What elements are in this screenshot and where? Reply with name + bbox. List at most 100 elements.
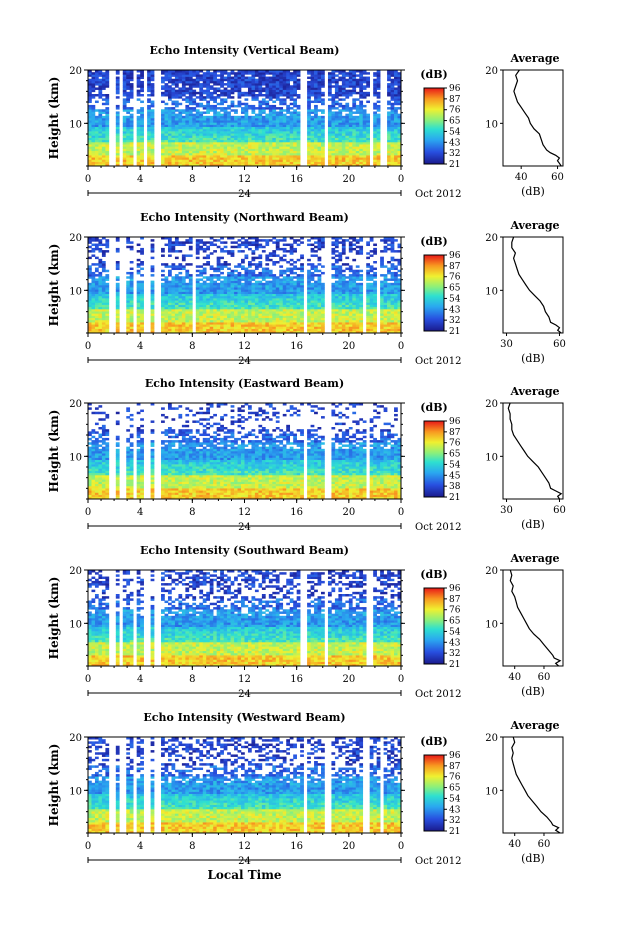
heatmap-cell bbox=[101, 157, 106, 160]
heatmap-cell bbox=[174, 148, 179, 152]
heatmap-cell bbox=[122, 70, 127, 73]
heatmap-cell bbox=[268, 94, 273, 97]
heatmap-cell bbox=[394, 137, 398, 141]
heatmap-cell bbox=[258, 83, 263, 86]
heatmap-cell bbox=[220, 74, 224, 77]
heatmap-cell bbox=[171, 330, 176, 334]
heatmap-cell bbox=[314, 319, 318, 323]
heatmap-cell bbox=[293, 80, 297, 84]
heatmap-cell bbox=[206, 328, 211, 332]
heatmap-cell bbox=[348, 161, 353, 165]
heatmap-cell bbox=[188, 311, 193, 314]
heatmap-cell bbox=[213, 291, 217, 295]
heatmap-cell bbox=[216, 293, 221, 297]
heatmap-cell bbox=[174, 115, 179, 119]
heatmap-cell bbox=[206, 315, 211, 319]
heatmap-cell bbox=[209, 124, 214, 128]
heatmap-cell bbox=[126, 319, 131, 323]
heatmap-cell bbox=[185, 139, 190, 143]
heatmap-cell bbox=[397, 146, 402, 149]
heatmap-cell bbox=[192, 120, 197, 123]
heatmap-cell bbox=[199, 317, 204, 321]
heatmap-cell bbox=[171, 328, 176, 332]
heatmap-cell bbox=[293, 126, 297, 130]
heatmap-cell bbox=[171, 139, 176, 143]
heatmap-cell bbox=[140, 131, 144, 134]
heatmap-cell bbox=[317, 282, 322, 286]
heatmap-cell bbox=[327, 98, 332, 101]
heatmap-cell bbox=[164, 311, 169, 314]
heatmap-cell bbox=[272, 163, 277, 167]
heatmap-cell bbox=[230, 120, 235, 123]
heatmap-cell bbox=[373, 135, 377, 138]
heatmap-cell bbox=[126, 80, 131, 84]
heatmap-cell bbox=[334, 152, 339, 156]
heatmap-cell bbox=[206, 135, 211, 138]
heatmap-cell bbox=[279, 72, 284, 75]
heatmap-cell bbox=[98, 311, 103, 314]
heatmap-cell bbox=[241, 150, 245, 154]
heatmap-cell bbox=[206, 144, 211, 147]
heatmap-cell bbox=[254, 163, 259, 167]
heatmap-cell bbox=[192, 155, 197, 158]
heatmap-cell bbox=[206, 142, 211, 145]
heatmap-cell bbox=[94, 278, 99, 281]
heatmap-cell bbox=[348, 159, 353, 162]
heatmap-cell bbox=[122, 109, 127, 112]
heatmap-cell bbox=[265, 276, 270, 279]
heatmap-cell bbox=[289, 317, 294, 321]
heatmap-cell bbox=[244, 118, 249, 121]
heatmap-cell bbox=[164, 291, 169, 295]
heatmap-cell bbox=[244, 122, 249, 125]
heatmap-cell bbox=[101, 302, 106, 305]
heatmap-cell bbox=[341, 146, 346, 149]
heatmap-cell bbox=[195, 252, 200, 255]
heatmap-cell bbox=[126, 111, 131, 114]
heatmap-cell bbox=[178, 241, 183, 244]
heatmap-cell bbox=[178, 102, 183, 106]
heatmap-cell bbox=[244, 322, 249, 325]
heatmap-cell bbox=[126, 271, 131, 275]
heatmap-cell bbox=[181, 115, 186, 119]
heatmap-cell bbox=[202, 269, 207, 273]
heatmap-cell bbox=[310, 78, 315, 82]
heatmap-cell bbox=[88, 72, 92, 75]
heatmap-cell bbox=[241, 298, 245, 301]
heatmap-cell bbox=[94, 274, 99, 277]
heatmap-cell bbox=[390, 87, 395, 90]
heatmap-cell bbox=[237, 163, 242, 167]
heatmap-cell bbox=[251, 80, 256, 84]
heatmap-cell bbox=[268, 85, 273, 88]
heatmap-cell bbox=[314, 245, 318, 249]
heatmap-cell bbox=[94, 135, 99, 138]
heatmap-cell bbox=[254, 78, 259, 82]
heatmap-cell bbox=[261, 304, 266, 308]
heatmap-cell bbox=[261, 118, 266, 121]
heatmap-cell bbox=[362, 148, 367, 152]
heatmap-cell bbox=[161, 287, 165, 290]
heatmap-cell bbox=[268, 326, 273, 329]
heatmap-cell bbox=[206, 295, 211, 299]
heatmap-cell bbox=[310, 111, 315, 114]
heatmap-cell bbox=[234, 87, 238, 90]
heatmap-cell bbox=[251, 300, 256, 303]
heatmap-cell bbox=[317, 326, 322, 329]
heatmap-cell bbox=[216, 161, 221, 165]
heatmap-cell bbox=[185, 287, 190, 290]
heatmap-cell bbox=[359, 120, 364, 123]
heatmap-cell bbox=[223, 298, 228, 301]
heatmap-cell bbox=[202, 124, 207, 128]
heatmap-cell bbox=[394, 100, 398, 104]
heatmap-cell bbox=[136, 263, 141, 266]
heatmap-cell bbox=[314, 295, 318, 299]
heatmap-cell bbox=[331, 124, 336, 128]
heatmap-cell bbox=[247, 289, 252, 292]
heatmap-cell bbox=[394, 83, 398, 86]
heatmap-cell bbox=[213, 144, 217, 147]
heatmap-cell bbox=[213, 326, 217, 329]
heatmap-cell bbox=[88, 274, 92, 277]
heatmap-cell bbox=[275, 118, 280, 121]
heatmap-cell bbox=[352, 122, 357, 125]
heatmap-cell bbox=[174, 83, 179, 86]
heatmap-cell bbox=[91, 285, 96, 288]
